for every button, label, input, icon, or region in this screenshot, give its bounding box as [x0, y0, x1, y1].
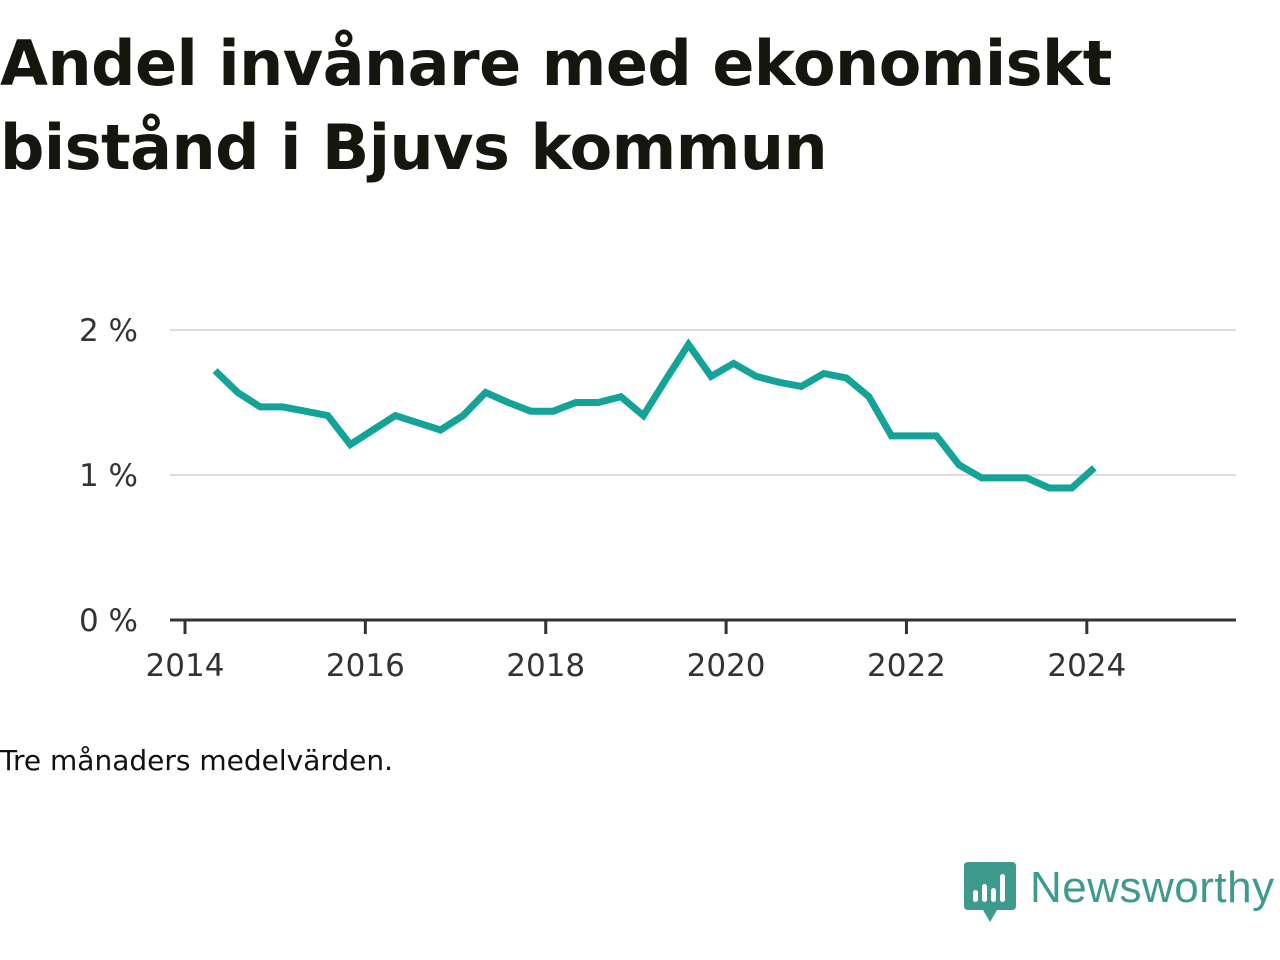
gridlines [170, 329, 1236, 476]
series-line [212, 338, 1097, 492]
x-tick-label: 2014 [146, 648, 225, 684]
bar-chart-speech-bubble-icon [964, 862, 1016, 922]
chart-footnote: Tre månaders medelvärden. [0, 744, 394, 777]
x-tick-label: 2020 [687, 648, 766, 684]
y-tick-label: 0 % [79, 603, 138, 639]
y-tick-label: 1 % [79, 458, 138, 494]
x-tick-label: 2022 [867, 648, 946, 684]
x-axis-tick-labels: 2014 2016 2018 2020 2022 2024 [146, 648, 1127, 684]
chart-title: Andel invånare med ekonomiskt bistånd i … [0, 27, 1112, 184]
y-tick-label: 2 % [79, 313, 138, 349]
series-layer [212, 338, 1097, 492]
newsworthy-brand: Newsworthy [964, 862, 1275, 926]
line-chart: 0 % 1 % 2 % 2014 2016 2018 2020 2022 2024 [79, 313, 1236, 684]
x-axis [170, 618, 1236, 634]
x-tick-label: 2016 [326, 648, 405, 684]
brand-name: Newsworthy [1030, 863, 1275, 912]
x-tick-label: 2018 [506, 648, 585, 684]
x-tick-label: 2024 [1047, 648, 1126, 684]
y-axis-tick-labels: 0 % 1 % 2 % [79, 313, 138, 639]
